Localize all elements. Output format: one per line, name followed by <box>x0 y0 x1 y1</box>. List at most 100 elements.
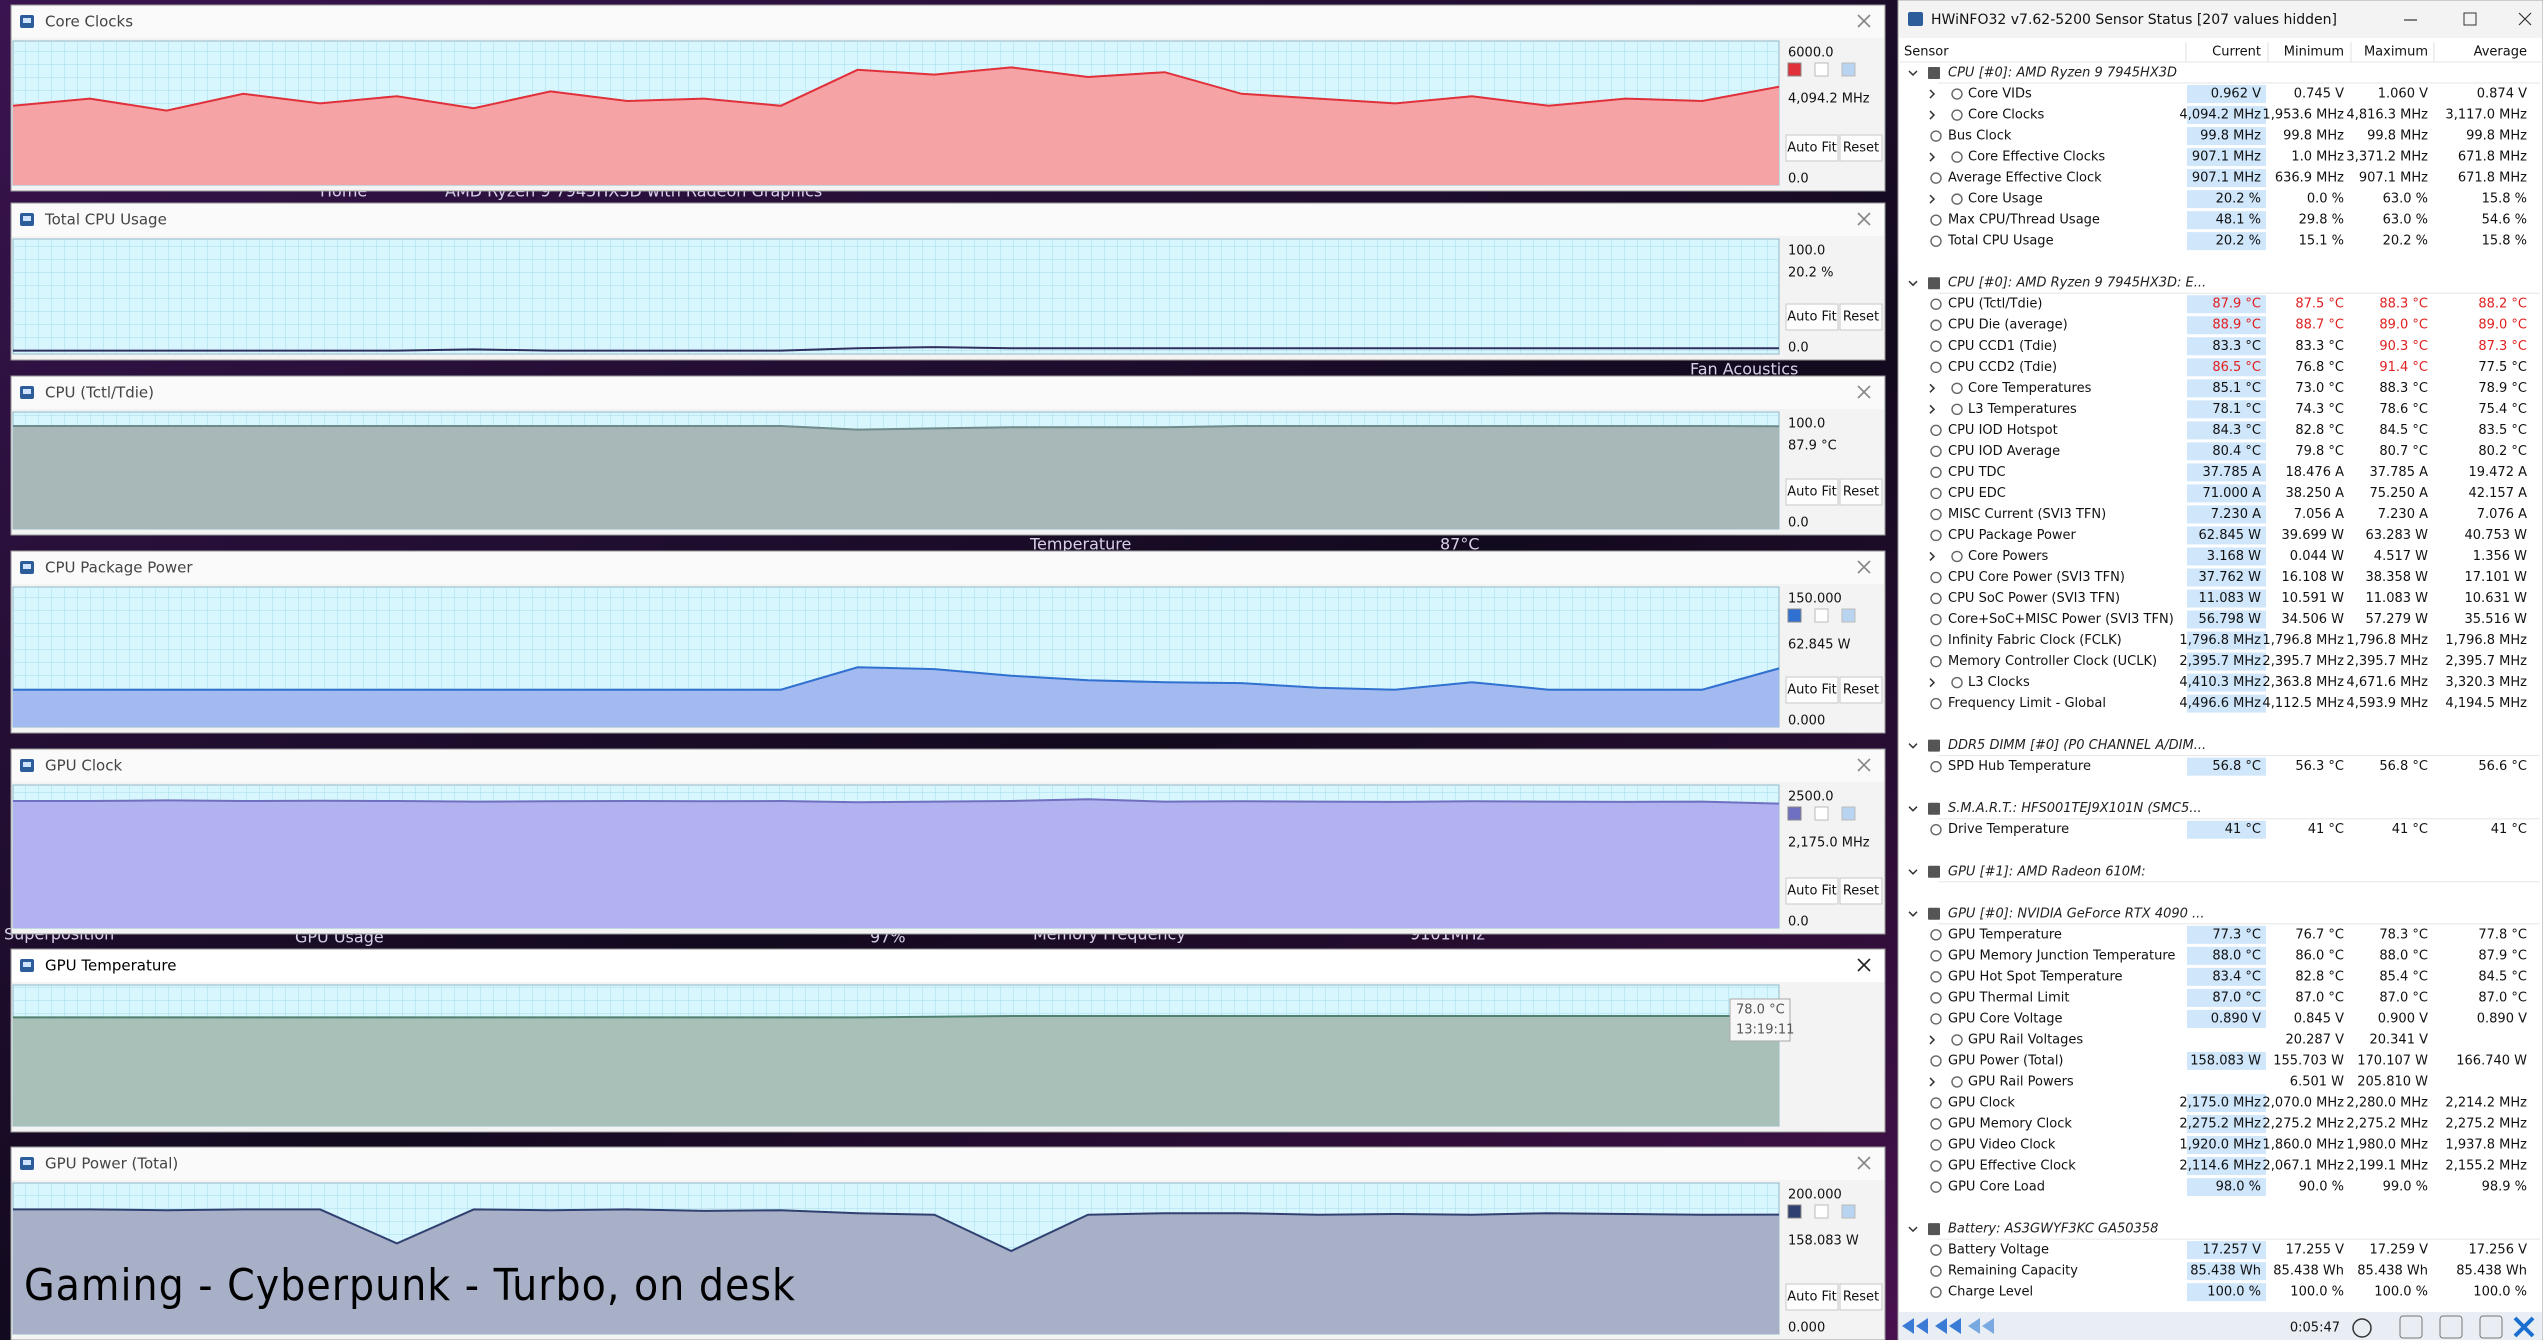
graph-line <box>13 666 1780 691</box>
group-title: S.M.A.R.T.: HFS001TEJ9X101N (SMC5... <box>1948 801 2202 816</box>
collapse-arrow[interactable] <box>1908 280 1918 287</box>
sensor-icon <box>1930 487 1942 500</box>
auto-fit-button[interactable] <box>1785 1283 1839 1311</box>
graph-title: Total CPU Usage <box>44 211 167 229</box>
sensor-value: 73.0 °C <box>2295 381 2344 396</box>
close-button[interactable] <box>1857 758 1871 772</box>
sensor-value: 20.287 V <box>2285 1032 2344 1047</box>
sensor-label: CPU CCD2 (Tdie) <box>1948 360 2057 375</box>
close-button[interactable] <box>2518 12 2532 26</box>
collapse-arrow[interactable] <box>1908 869 1918 875</box>
color-swatch[interactable] <box>1814 62 1829 77</box>
sensor-value: 77.8 °C <box>2478 927 2527 942</box>
expand-arrow[interactable] <box>1929 551 1936 561</box>
close-button[interactable] <box>1857 1156 1871 1170</box>
sensor-label: Frequency Limit - Global <box>1948 696 2106 711</box>
expand-arrow[interactable] <box>1929 678 1936 688</box>
collapse-arrow[interactable] <box>1908 1226 1918 1233</box>
toolbar-button[interactable] <box>1968 1318 1994 1334</box>
sensor-icon <box>1930 130 1942 142</box>
reset-button[interactable] <box>1839 303 1883 331</box>
expand-arrow[interactable] <box>1929 152 1936 162</box>
graph-area <box>13 799 1779 928</box>
sensor-value: 3,320.3 MHz <box>2445 675 2527 690</box>
toolbar-button[interactable] <box>2439 1315 2463 1339</box>
toolbar-button[interactable] <box>1935 1318 1961 1334</box>
collapse-arrow[interactable] <box>1908 70 1918 77</box>
color-swatch[interactable] <box>1841 62 1856 77</box>
sensor-label: CPU Core Power (SVI3 TFN) <box>1948 570 2125 585</box>
expand-arrow[interactable] <box>1929 1077 1936 1087</box>
sensor-value: 1.356 W <box>2473 549 2527 564</box>
sensor-value: 18.476 A <box>2285 465 2344 480</box>
color-swatch[interactable] <box>1841 608 1856 623</box>
close-button[interactable] <box>1857 212 1871 226</box>
expand-arrow[interactable] <box>1929 110 1936 120</box>
sensor-value: 2,114.6 MHz <box>2179 1159 2261 1174</box>
sensor-value: 91.4 °C <box>2379 360 2428 375</box>
color-swatch[interactable] <box>1787 608 1802 623</box>
close-button[interactable] <box>1857 560 1871 574</box>
reset-button[interactable] <box>1839 134 1883 162</box>
auto-fit-button[interactable] <box>1785 134 1839 162</box>
sensor-value: 19.472 A <box>2468 465 2527 480</box>
toolbar-button[interactable] <box>2399 1315 2423 1339</box>
sensor-value: 85.1 °C <box>2212 381 2261 396</box>
color-swatch[interactable] <box>1841 1204 1856 1219</box>
sensor-value: 83.3 °C <box>2212 339 2261 354</box>
sensor-value: 17.255 V <box>2285 1243 2344 1258</box>
current-cell <box>2187 820 2266 839</box>
color-swatch[interactable] <box>1814 806 1829 821</box>
desktop-text: Temperature <box>1029 535 1131 554</box>
color-swatch[interactable] <box>1787 806 1802 821</box>
sensor-value: 78.3 °C <box>2379 927 2428 942</box>
graph-area <box>13 1016 1779 1126</box>
expand-arrow[interactable] <box>1929 383 1936 393</box>
auto-fit-button[interactable] <box>1785 303 1839 331</box>
sensor-value: 79.8 °C <box>2295 444 2344 459</box>
color-swatch[interactable] <box>1814 608 1829 623</box>
reset-button[interactable] <box>1839 478 1883 506</box>
sensor-icon <box>1930 1181 1942 1193</box>
expand-arrow[interactable] <box>1929 404 1936 414</box>
close-tool[interactable] <box>2513 1316 2535 1338</box>
reset-button[interactable] <box>1839 1283 1883 1311</box>
sensor-value: 41 °C <box>2225 822 2261 837</box>
sensor-value: 80.7 °C <box>2379 444 2428 459</box>
collapse-arrow[interactable] <box>1908 743 1918 749</box>
sensor-label: Core Temperatures <box>1968 381 2092 396</box>
close-button[interactable] <box>1857 385 1871 399</box>
color-swatch[interactable] <box>1814 1204 1829 1219</box>
sensor-value: 35.516 W <box>2465 612 2528 627</box>
expand-arrow[interactable] <box>1929 194 1936 204</box>
toolbar-button[interactable] <box>1902 1318 1928 1334</box>
collapse-arrow[interactable] <box>1908 806 1918 812</box>
toolbar-button[interactable] <box>2479 1315 2503 1339</box>
sensor-value: 87.0 °C <box>2212 990 2261 1005</box>
window-icon-inner <box>23 962 31 967</box>
close-button[interactable] <box>1857 14 1871 28</box>
window-icon-inner <box>23 216 31 221</box>
color-swatch[interactable] <box>1787 1204 1802 1219</box>
auto-fit-button[interactable] <box>1785 478 1839 506</box>
reset-button[interactable] <box>1839 676 1883 704</box>
sensor-icon <box>1930 172 1942 184</box>
auto-fit-button[interactable] <box>1785 877 1839 905</box>
maximize-button[interactable] <box>2463 12 2477 26</box>
color-swatch[interactable] <box>1841 806 1856 821</box>
auto-fit-button[interactable] <box>1785 676 1839 704</box>
sensor-label: CPU Die (average) <box>1948 318 2068 333</box>
collapse-arrow[interactable] <box>1908 911 1918 917</box>
expand-arrow[interactable] <box>1929 89 1936 99</box>
sensor-value: 4,816.3 MHz <box>2346 108 2428 123</box>
current-cell <box>2187 190 2266 209</box>
sensor-icon <box>1930 634 1942 647</box>
auto-fit-label: Auto Fit <box>1787 141 1837 156</box>
close-button[interactable] <box>1857 958 1871 972</box>
sensor-value: 100.0 % <box>2207 1285 2261 1300</box>
expand-arrow[interactable] <box>1929 1035 1936 1045</box>
sensor-value: 63.0 % <box>2383 213 2428 228</box>
graph-title: CPU (Tctl/Tdie) <box>45 384 154 402</box>
color-swatch[interactable] <box>1787 62 1802 77</box>
reset-button[interactable] <box>1839 877 1883 905</box>
